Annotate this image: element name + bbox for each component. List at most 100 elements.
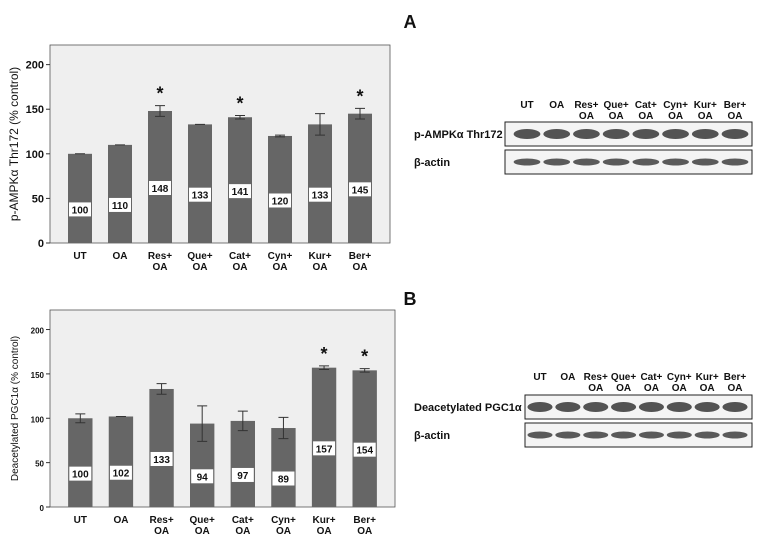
lane-label: Cat+ OA — [635, 100, 657, 122]
x-tick-label-line: OA — [195, 526, 210, 537]
x-tick-label-line: UT — [73, 251, 86, 262]
value-label-box — [109, 197, 131, 212]
lane-label-line: OA — [728, 383, 743, 394]
error-bar — [235, 114, 245, 120]
x-tick-label-line: Res+ — [148, 251, 172, 262]
y-tick-label: 0 — [38, 238, 44, 250]
value-label-box — [349, 182, 371, 197]
significance-marker: * — [321, 344, 328, 364]
blot-band — [583, 402, 609, 412]
value-label-box — [69, 202, 91, 217]
x-tick-label: Cat+ OA — [232, 515, 254, 537]
x-tick-label-line: Ber+ — [353, 515, 376, 526]
x-tick-label: Res+ OA — [149, 515, 173, 537]
blot-band — [722, 402, 748, 412]
lane-label-line: Que+ — [603, 100, 628, 111]
row-label: Deacetylated PGC1α — [414, 402, 522, 414]
lane-label-line: OA — [588, 383, 603, 394]
x-tick-label: OA — [113, 251, 128, 262]
blot-band — [666, 431, 692, 439]
x-tick-label: Cyn+ OA — [268, 251, 293, 273]
x-tick-label-line: OA — [233, 262, 248, 273]
blot-band — [691, 158, 719, 166]
x-tick-label-line: OA — [357, 526, 372, 537]
blot-band — [527, 402, 553, 412]
x-tick-label-line: Que+ — [187, 251, 212, 262]
lane-label: OA — [549, 100, 564, 111]
lane-label-line: OA — [609, 111, 624, 122]
blot-band — [638, 402, 664, 412]
lane-label: Cyn+ OA — [667, 372, 692, 394]
x-tick-label-line: OA — [313, 262, 328, 273]
lane-label: Res+ OA — [584, 372, 608, 394]
significance-marker: * — [236, 93, 243, 113]
x-tick-label: Kur+ OA — [313, 515, 336, 537]
value-label: 120 — [272, 196, 289, 207]
error-bar — [197, 405, 208, 442]
blot-band — [666, 402, 692, 412]
value-label-box — [353, 442, 376, 457]
blot-band — [602, 158, 630, 166]
x-tick-label-line: UT — [74, 515, 87, 526]
blot-band — [611, 402, 637, 412]
x-tick-label: Res+ OA — [148, 251, 172, 273]
value-label: 133 — [192, 191, 209, 202]
blot-band — [694, 431, 720, 439]
blot-band — [527, 431, 553, 439]
bar — [149, 388, 174, 507]
blot-band — [721, 129, 749, 139]
x-tick-label: Ber+ OA — [349, 251, 372, 273]
lane-label: Cat+ OA — [640, 372, 662, 394]
x-tick-label-line: OA — [276, 526, 291, 537]
bar — [311, 367, 337, 507]
blot-band — [694, 402, 720, 412]
row-label: β-actin — [414, 430, 450, 442]
lane-label-line: Kur+ — [696, 372, 719, 383]
x-tick-label-line: Res+ — [149, 515, 173, 526]
error-bar — [75, 413, 86, 424]
lane-label-line: OA — [616, 383, 631, 394]
error-bar — [359, 368, 370, 373]
x-tick-label-line: OA — [153, 262, 168, 273]
y-tick-label: 200 — [31, 327, 45, 336]
value-label: 157 — [316, 444, 333, 455]
value-label-box — [313, 441, 336, 456]
blot-band — [543, 129, 571, 139]
value-label-box — [189, 187, 211, 202]
bar — [188, 124, 212, 243]
x-tick-label: Que+ OA — [187, 251, 212, 273]
value-label-box — [269, 193, 291, 208]
error-bar — [355, 107, 365, 120]
bar — [348, 113, 372, 243]
x-tick-label-line: Que+ — [190, 515, 215, 526]
x-tick-label: UT — [74, 515, 87, 526]
lane-label-line: Ber+ — [724, 100, 747, 111]
x-tick-label-line: OA — [353, 262, 368, 273]
blot-band — [555, 402, 581, 412]
x-tick-label-line: Cyn+ — [271, 515, 296, 526]
bar — [68, 153, 92, 243]
value-label: 141 — [232, 187, 249, 198]
x-tick-label-line: Cat+ — [229, 251, 251, 262]
x-tick-label-line: OA — [113, 515, 128, 526]
bar — [308, 124, 332, 243]
x-tick-label-line: OA — [273, 262, 288, 273]
blot-band — [555, 431, 581, 439]
lane-label-line: OA — [728, 111, 743, 122]
lane-label: Que+ OA — [603, 100, 628, 122]
value-label-box — [229, 184, 251, 199]
bar — [228, 117, 252, 243]
blot-band — [543, 158, 571, 166]
blot-band — [513, 129, 541, 139]
lane-label: OA — [560, 372, 575, 383]
lane-label: UT — [520, 100, 533, 111]
blot-band — [632, 158, 660, 166]
lane-label-line: OA — [700, 383, 715, 394]
value-label: 100 — [72, 470, 89, 481]
x-tick-label: UT — [73, 251, 86, 262]
bar — [268, 135, 292, 243]
value-label-box — [191, 469, 214, 484]
blot-band — [583, 431, 609, 439]
y-axis-label: p-AMPKα Thr172 (% control) — [7, 67, 21, 221]
